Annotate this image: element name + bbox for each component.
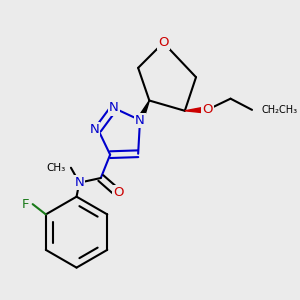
Text: N: N bbox=[89, 123, 99, 136]
Text: N: N bbox=[135, 114, 145, 127]
Text: F: F bbox=[21, 198, 29, 211]
Text: O: O bbox=[202, 103, 212, 116]
Polygon shape bbox=[137, 100, 149, 122]
Text: CH₃: CH₃ bbox=[46, 163, 65, 173]
Polygon shape bbox=[185, 106, 207, 113]
Text: O: O bbox=[158, 36, 169, 49]
Text: O: O bbox=[113, 186, 124, 200]
Text: CH₂CH₃: CH₂CH₃ bbox=[261, 105, 298, 115]
Text: N: N bbox=[109, 101, 119, 115]
Text: N: N bbox=[74, 176, 84, 189]
